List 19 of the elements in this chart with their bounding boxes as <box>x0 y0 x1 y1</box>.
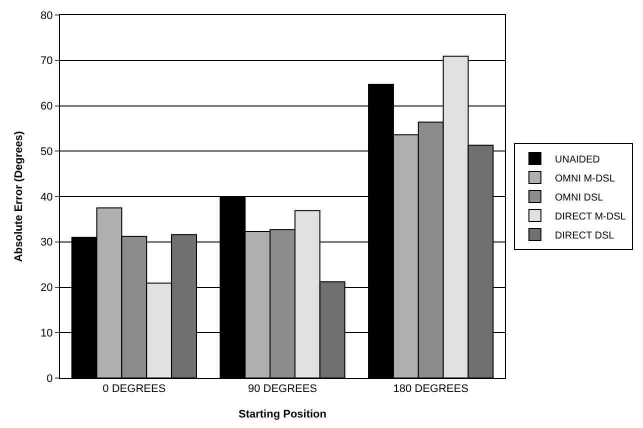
legend-label: OMNI DSL <box>554 192 604 204</box>
y-tick-label: 50 <box>40 146 53 158</box>
x-tick-label: 180 DEGREES <box>393 383 468 396</box>
y-axis-title: Absolute Error (Degrees) <box>13 130 26 262</box>
legend-label: DIRECT DSL <box>554 230 615 242</box>
x-tick-label: 90 DEGREES <box>248 383 318 396</box>
y-tick-label: 30 <box>40 236 53 249</box>
legend-label: DIRECT M-DSL <box>554 211 626 222</box>
y-tick-label: 70 <box>40 55 53 68</box>
y-tick-label: 0 <box>46 372 53 385</box>
legend-label: OMNI M-DSL <box>554 173 616 184</box>
y-tick-label: 40 <box>40 191 53 204</box>
legend-label: UNAIDED <box>554 154 600 166</box>
y-tick-label: 60 <box>40 100 53 113</box>
x-tick-label: 0 DEGREES <box>102 383 166 396</box>
y-tick-label: 10 <box>40 327 53 340</box>
x-axis-title: Starting Position <box>238 408 327 420</box>
y-tick-label: 80 <box>40 10 53 22</box>
y-tick-label: 20 <box>40 282 53 294</box>
